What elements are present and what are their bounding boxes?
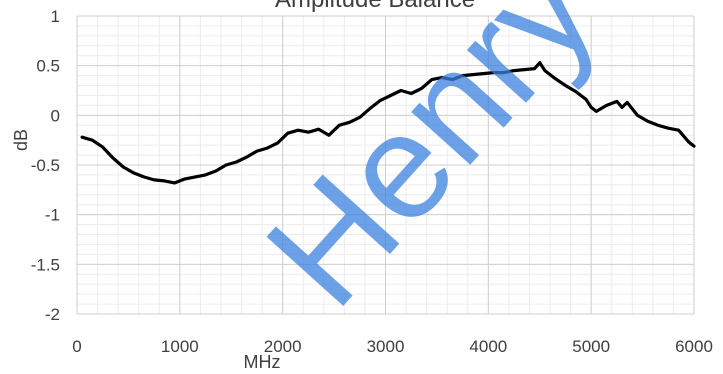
x-tick-label: 3000	[367, 337, 405, 356]
series-line	[80, 61, 696, 185]
y-tick-label: 0	[51, 106, 60, 125]
x-tick-label: 2000	[264, 337, 302, 356]
major-gridlines	[76, 15, 695, 315]
watermark-text: HenryTe	[234, 0, 723, 336]
y-tick-label: -1.5	[31, 255, 60, 274]
x-axis-title: MHz	[244, 352, 281, 372]
y-tick-label: -2	[45, 305, 60, 324]
x-tick-label: 4000	[469, 337, 507, 356]
x-tick-label: 5000	[572, 337, 610, 356]
chart-title: Amplitude Balance	[275, 0, 475, 13]
x-tick-labels: 0 1000 2000 3000 4000 5000 6000	[72, 337, 713, 356]
y-tick-labels: 1 0.5 0 -0.5 -1 -1.5 -2	[31, 7, 60, 324]
y-tick-label: 0.5	[36, 57, 60, 76]
x-tick-label: 6000	[675, 337, 713, 356]
x-tick-label: 1000	[161, 337, 199, 356]
y-tick-label: 1	[51, 7, 60, 26]
y-tick-label: -0.5	[31, 156, 60, 175]
x-tick-label: 0	[72, 337, 81, 356]
y-axis-title: dB	[11, 129, 31, 151]
y-tick-label: -1	[45, 206, 60, 225]
series-layer	[80, 61, 696, 185]
